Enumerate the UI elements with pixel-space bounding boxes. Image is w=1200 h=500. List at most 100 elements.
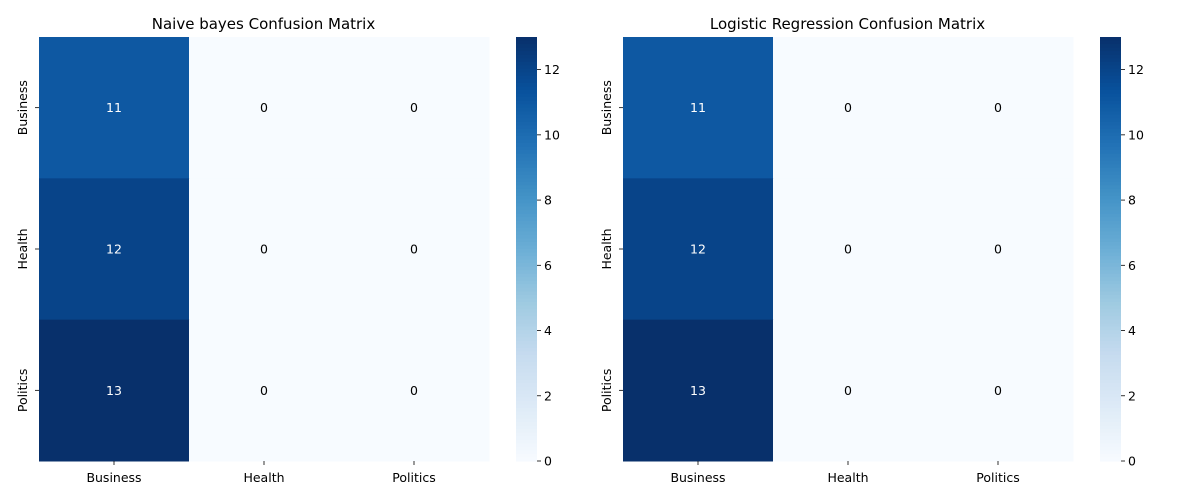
colorbar-segment [1100,167,1121,172]
colorbar-segment [516,65,537,70]
y-tick-label: Politics [599,369,614,412]
colorbar-segment [516,86,537,91]
colorbar-segment [516,362,537,367]
colorbar-tick-label: 2 [1128,388,1136,403]
colorbar-tick-label: 10 [1128,127,1144,142]
heatmap-cell [39,178,190,321]
colorbar-segment [516,199,537,204]
colorbar-segment [1100,390,1121,395]
heatmap-cell [923,37,1074,179]
colorbar-segment [1100,266,1121,271]
colorbar-segment [1100,425,1121,430]
colorbar-segment [516,284,537,289]
y-tick-label: Business [15,80,30,135]
colorbar-segment [1100,139,1121,144]
colorbar-segment [516,90,537,95]
colorbar-segment [1100,330,1121,335]
logistic-regression-heatmap-panel: Logistic Regression Confusion Matrix 11 0… [599,15,1144,485]
colorbar-segment [1100,51,1121,56]
colorbar-segment [1100,114,1121,119]
colorbar-segment [1100,153,1121,158]
colorbar-segment [516,344,537,349]
colorbar-segment [1100,316,1121,321]
colorbar-segment [516,217,537,222]
colorbar-segment [516,294,537,300]
heatmap-cell [773,319,924,462]
colorbar-segment [1100,97,1121,102]
cell-value-label: 0 [260,100,268,115]
heatmap-cell [623,178,774,321]
colorbar-segment [516,44,537,49]
colorbar-segment [516,379,537,384]
colorbar-segment [516,291,537,296]
colorbar-segment [1100,457,1121,462]
colorbar-tick-label: 0 [1128,454,1136,469]
heatmap-cell [339,178,490,321]
y-tick-label: Business [599,80,614,135]
colorbar-segment [516,153,537,158]
colorbar-segment [516,238,537,243]
colorbar-segment [516,309,537,314]
colorbar-segment [516,372,537,377]
colorbar-segment [1100,174,1121,179]
colorbar-segment [516,174,537,179]
colorbar-segment [1100,203,1121,208]
colorbar-segment [1100,386,1121,391]
colorbar-segment [516,118,537,123]
colorbar-segment [516,256,537,261]
colorbar: 0 2 4 6 8 10 12 [516,37,560,469]
cell-value-label: 0 [844,100,852,115]
cell-value-label: 0 [410,383,418,398]
heatmap-cell [623,319,774,462]
colorbar-segment [1100,422,1121,427]
colorbar-segment [516,135,537,141]
colorbar-segment [1100,220,1121,225]
colorbar-segment [1100,344,1121,349]
colorbar-segment [516,164,537,169]
colorbar-segment [516,181,537,186]
colorbar-segment [1100,252,1121,257]
colorbar-segment [1100,312,1121,317]
colorbar-segment [1100,404,1121,409]
colorbar-segment [1100,82,1121,88]
colorbar-segment [516,340,537,345]
colorbar-segment [1100,238,1121,243]
colorbar-segment [516,270,537,275]
colorbar-segment [516,365,537,370]
heatmap-cell [39,37,190,179]
colorbar-segment [516,75,537,80]
colorbar-segment [1100,432,1121,437]
colorbar-segment [516,82,537,88]
colorbar-segment [1100,157,1121,162]
heatmap-cell [189,319,340,462]
colorbar-segment [516,266,537,271]
colorbar-segment [1100,213,1121,218]
colorbar-segment [1100,143,1121,148]
colorbar-segment [1100,309,1121,314]
colorbar-segment [1100,171,1121,176]
colorbar-segment [516,58,537,63]
cell-value-label: 13 [690,383,706,398]
colorbar-segment [516,312,537,317]
colorbar-segment [516,160,537,165]
colorbar-segment [1100,333,1121,338]
colorbar-segment [516,146,537,151]
y-tick-label: Politics [15,369,30,412]
colorbar-tick-label: 12 [544,62,560,77]
colorbar-segment [1100,259,1121,264]
colorbar-segment [1100,118,1121,123]
colorbar-segment [516,143,537,148]
cell-value-label: 0 [410,242,418,257]
colorbar-segment [1100,351,1121,356]
colorbar-segment [516,347,537,353]
colorbar-segment [1100,319,1121,324]
cell-value-label: 11 [690,100,706,115]
x-tick-label: Business [670,470,725,485]
colorbar-segment [1100,340,1121,345]
colorbar-segment [516,196,537,201]
colorbar-segment [516,436,537,441]
cell-value-label: 11 [106,100,122,115]
colorbar-segment [516,400,537,406]
colorbar-tick-label: 6 [1128,258,1136,273]
